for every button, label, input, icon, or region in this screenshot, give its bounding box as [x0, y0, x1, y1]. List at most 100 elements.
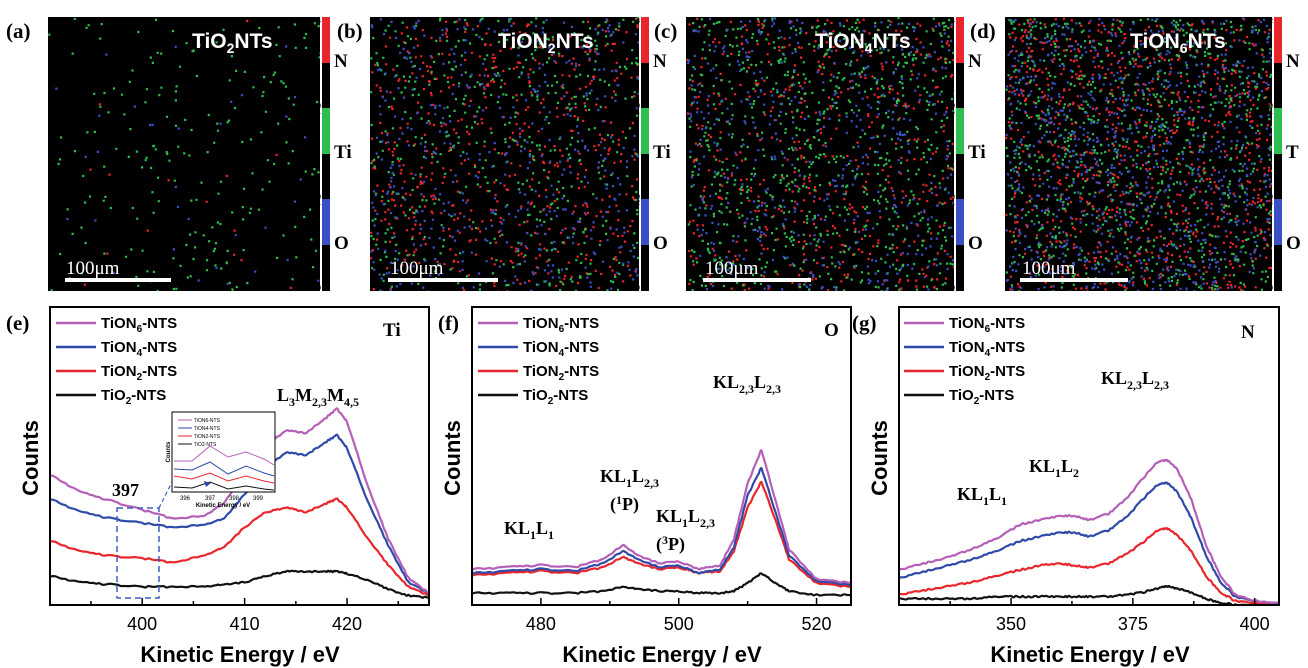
zoom-box [116, 507, 160, 599]
legend-min: 0 [1269, 194, 1273, 201]
plot-frame [49, 306, 430, 606]
inset-legend-entry: TiON2-NTS [194, 434, 221, 440]
inset-series-tion4 [173, 461, 275, 477]
legend-max: 4 [1269, 200, 1273, 207]
inset-legend-entry: TiO2-NTS [194, 442, 217, 448]
legend-min: 0 [636, 103, 640, 110]
inset-x-tick: 398 [229, 496, 240, 502]
legend-entry: TiON2-NTS [523, 363, 599, 383]
panel-letter: (d) [970, 19, 996, 43]
legend-entry: TiON6-NTS [101, 315, 177, 335]
legend-color-o [956, 199, 964, 245]
o-dots [370, 18, 639, 291]
series-line-tio2-nts [899, 584, 1279, 605]
inset-series-tio2 [173, 481, 275, 491]
element-label: O [824, 320, 839, 341]
map-background [1005, 17, 1272, 291]
panel-letter: (g) [852, 311, 877, 335]
peak-term-3P: (3P) [656, 533, 685, 555]
scale-bar-label: 100μm [390, 258, 444, 279]
map-title: TiON2NTs [498, 30, 594, 56]
legend-color-n [1274, 17, 1282, 63]
legend-black-o [322, 245, 330, 291]
legend-entry: TiON2-NTS [949, 363, 1025, 383]
legend-max: 4 [317, 18, 321, 25]
legend-element-label: Ti [653, 142, 671, 163]
x-tick-label: 500 [664, 614, 694, 634]
y-axis-label: Counts [440, 420, 465, 496]
legend-min: 0 [1269, 103, 1273, 110]
peak-term-1P: (1P) [610, 493, 639, 515]
legend-entry: TiON2-NTS [101, 363, 177, 383]
zoom-connector [158, 481, 173, 509]
x-axis-label: Kinetic Energy / eV [562, 642, 762, 667]
legend-black-t [1274, 154, 1282, 200]
legend-element-label: N [968, 51, 982, 72]
legend-min: 0 [951, 194, 955, 201]
inset-x-tick: 397 [205, 496, 216, 502]
legend-color-ti [641, 108, 649, 154]
peak-label-KL1L23-1P: KL1L2,3 [600, 466, 659, 490]
legend-min: 0 [317, 285, 321, 292]
legend-black-o [1274, 245, 1282, 291]
scale-bar [703, 278, 811, 282]
legend-min: 0 [636, 285, 640, 292]
legend-color-n [322, 17, 330, 63]
map-title: TiON6NTs [1130, 30, 1226, 56]
ti-dots [1005, 18, 1272, 291]
panel-letter: (a) [6, 19, 31, 43]
legend-entry: TiON4-NTS [523, 339, 599, 359]
box-label-397: 397 [112, 480, 139, 500]
legend-color-o [322, 199, 330, 245]
legend-element-label: Ti [334, 142, 352, 163]
legend-element-label: T [1286, 142, 1299, 163]
legend-element-label: N [1286, 51, 1300, 72]
peak-label-L3M23M45: L3M2,3M4,5 [277, 385, 359, 409]
peak-label-KL1L2: KL1L2 [1029, 456, 1079, 480]
legend-min: 0 [317, 103, 321, 110]
legend-entry: TiON4-NTS [101, 339, 177, 359]
legend-max: 1 [317, 200, 321, 207]
legend-max: 4 [951, 109, 955, 116]
ti-dots [48, 17, 320, 291]
spectrum-panel-g: (g) Counts 350 375 400 Kinetic Energy / eV… [852, 306, 1280, 667]
legend-max: 4 [951, 18, 955, 25]
legend-max: 1 [317, 109, 321, 116]
legend-max: 1 [636, 109, 640, 116]
legend: TiON6-NTS TiON4-NTS TiON2-NTS TiO2-NTS [56, 315, 177, 407]
series-line-tion2-nts [899, 527, 1279, 605]
legend-element-label: O [653, 233, 668, 254]
inset-series-tion2 [173, 472, 275, 484]
legend-color-n [641, 17, 649, 63]
x-tick-label: 375 [1118, 614, 1148, 634]
element-label: N [1241, 322, 1255, 343]
legend-element-label: Ti [968, 142, 986, 163]
legend-color-ti [322, 108, 330, 154]
x-ticks: 400 410 420 [90, 598, 400, 634]
scale-bar-label: 100μm [66, 258, 120, 279]
series-line-tio2-nts [472, 572, 851, 597]
legend-element-label: O [1286, 233, 1301, 254]
spectrum-panel-f: (f) Counts 480 500 520 Kinetic Energy / eV… [438, 306, 852, 667]
scale-bar [65, 278, 171, 282]
x-tick-label: 410 [230, 614, 260, 634]
x-ticks: 480 500 520 [471, 598, 832, 634]
legend-black-n [956, 63, 964, 109]
panel-letter: (e) [6, 311, 29, 335]
plot-frame [898, 306, 1280, 606]
legend-entry: TiO2-NTS [949, 387, 1014, 407]
legend-max: 3 [636, 18, 640, 25]
legend-entry: TiON4-NTS [949, 339, 1025, 359]
series-line-tion4-nts [472, 466, 851, 587]
series-line-tion6-nts [899, 458, 1279, 604]
legend-element-label: N [334, 51, 348, 72]
map-title: TiON4NTs [815, 30, 911, 56]
map-dots [48, 17, 320, 291]
legend-black-n [1274, 63, 1282, 109]
